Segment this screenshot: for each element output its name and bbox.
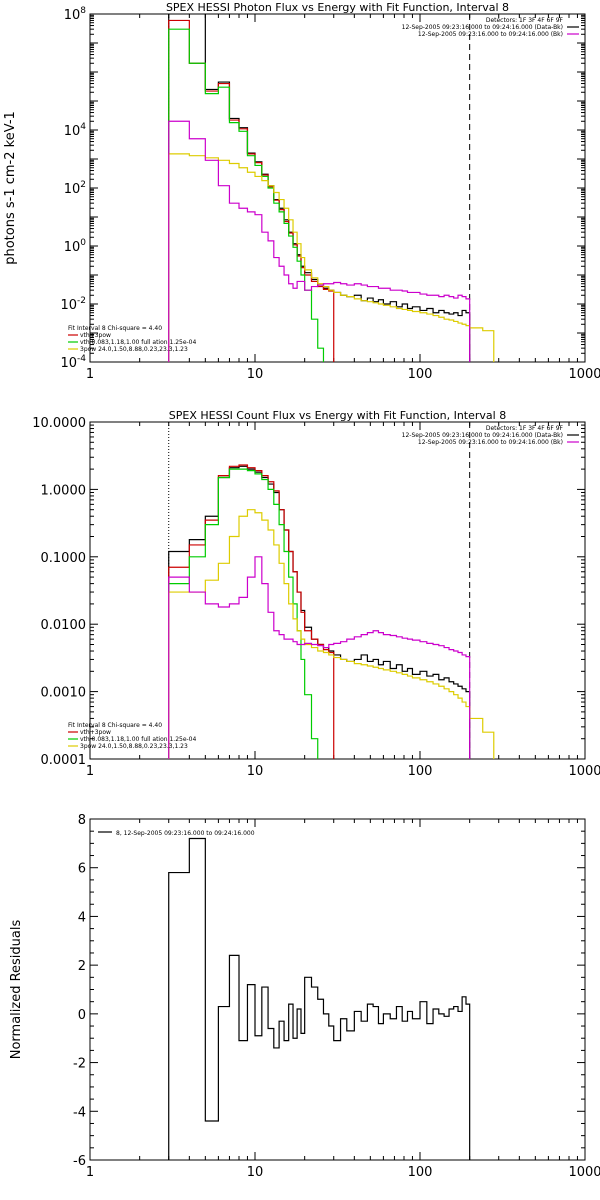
- y-tick-label: 2: [78, 959, 86, 974]
- legend-entry: vth 0.083,1.18,1.00 full ation 1.25e-04: [80, 339, 196, 346]
- legend-entry: Detectors: 1F 3F 4F 6F 9F: [486, 425, 564, 432]
- y-tick-label: 6: [78, 862, 86, 877]
- series-group: [168, 464, 495, 759]
- y-tick-label: 10-2: [60, 296, 86, 313]
- x-tick-label: 1000: [568, 764, 600, 779]
- y-tick-label: 1.0000: [41, 483, 87, 498]
- plot-frame: [89, 13, 586, 363]
- y-tick-label: 0: [78, 1008, 86, 1023]
- y-axis-label: Normalized Residuals: [9, 920, 24, 1060]
- y-tick-label: -4: [73, 1105, 86, 1120]
- legend-entry: 12-Sep-2005 09:23:16.000 to 09:24:16.000…: [418, 31, 563, 38]
- x-tick-label: 1000: [568, 1165, 600, 1180]
- legend-entry: vth 0.083,1.18,1.00 full ation 1.25e-04: [80, 736, 196, 743]
- series-line-1: [168, 465, 471, 759]
- series-line-3: [168, 28, 330, 362]
- x-tick-label: 1000: [568, 367, 600, 382]
- series-line-5: [168, 120, 471, 362]
- legend-entry: 12-Sep-2005 09:23:16.000 to 09:24:16.000…: [402, 24, 563, 31]
- y-tick-label: 104: [64, 122, 87, 139]
- y-tick-label: 102: [64, 180, 86, 197]
- x-tick-label: 100: [408, 1165, 433, 1180]
- series-line-2: [168, 19, 335, 362]
- x-tick-label: 100: [408, 764, 433, 779]
- series-line-4: [168, 153, 495, 362]
- plot-frame: [89, 818, 586, 1161]
- x-tick-label: 1: [86, 1165, 94, 1180]
- x-tick-label: 10: [247, 1165, 264, 1180]
- y-tick-label: 0.0010: [41, 686, 87, 701]
- y-tick-label: 0.0100: [41, 618, 87, 633]
- legend-entry: 12-Sep-2005 09:23:16.000 to 09:24:16.000…: [418, 439, 563, 446]
- legend-entry: 8, 12-Sep-2005 09:23:16.000 to 09:24:16.…: [116, 830, 255, 837]
- legend-entry: Fit Interval 8 Chi-square = 4.40: [68, 722, 162, 729]
- series-line-2: [168, 464, 335, 759]
- y-tick-label: 108: [64, 6, 87, 23]
- legend-entry: 3pow 24.0,1.50,8.88,0.23,23.3,1.23: [80, 743, 188, 750]
- series-line-3: [168, 468, 319, 759]
- series-line-1: [168, 14, 471, 362]
- y-tick-label: 8: [78, 813, 86, 828]
- y-tick-label: 4: [78, 910, 86, 925]
- x-tick-label: 100: [408, 367, 433, 382]
- series-line-1: [168, 837, 471, 1160]
- legend-entry: Fit Interval 8 Chi-square = 4.40: [68, 325, 162, 332]
- legend-entry: vth+3pow: [80, 729, 111, 736]
- plot-frame: [89, 421, 586, 760]
- x-tick-label: 1: [86, 367, 94, 382]
- x-tick-label: 1: [86, 764, 94, 779]
- legend-entry: 3pow 24.0,1.50,8.88,0.23,23.3,1.23: [80, 346, 188, 353]
- legend-entry: Detectors: 1F 3F 4F 6F 9F: [486, 17, 564, 24]
- x-tick-label: 10: [247, 764, 264, 779]
- series-line-4: [168, 509, 495, 759]
- legend-entry: 12-Sep-2005 09:23:16.000 to 09:24:16.000…: [402, 432, 563, 439]
- series-line-5: [168, 556, 471, 759]
- y-tick-label: 10-4: [60, 354, 86, 371]
- chart-title: SPEX HESSI Count Flux vs Energy with Fit…: [169, 409, 506, 422]
- y-tick-label: 10.0000: [32, 416, 86, 431]
- legend-entry: vth+3pow: [80, 332, 111, 339]
- y-tick-label: 0.0001: [41, 753, 87, 768]
- series-group: [168, 14, 495, 362]
- y-axis-label: photons s-1 cm-2 keV-1: [3, 111, 18, 265]
- chart-title: SPEX HESSI Photon Flux vs Energy with Fi…: [166, 1, 509, 14]
- y-tick-label: -6: [73, 1154, 86, 1169]
- y-tick-label: 100: [64, 238, 87, 255]
- chart-panel-3: 1 10 100 1000 8 6 4 2 0 -2 -4 -6 Normalized Residual…: [9, 813, 600, 1180]
- series-group: [168, 837, 471, 1160]
- y-tick-label: 0.1000: [41, 551, 87, 566]
- chart-panel-2: SPEX HESSI Count Flux vs Energy with Fit…: [32, 409, 600, 779]
- x-tick-label: 10: [247, 367, 264, 382]
- y-tick-label: -2: [73, 1057, 86, 1072]
- chart-panel-1: SPEX HESSI Photon Flux vs Energy with Fi…: [3, 1, 600, 382]
